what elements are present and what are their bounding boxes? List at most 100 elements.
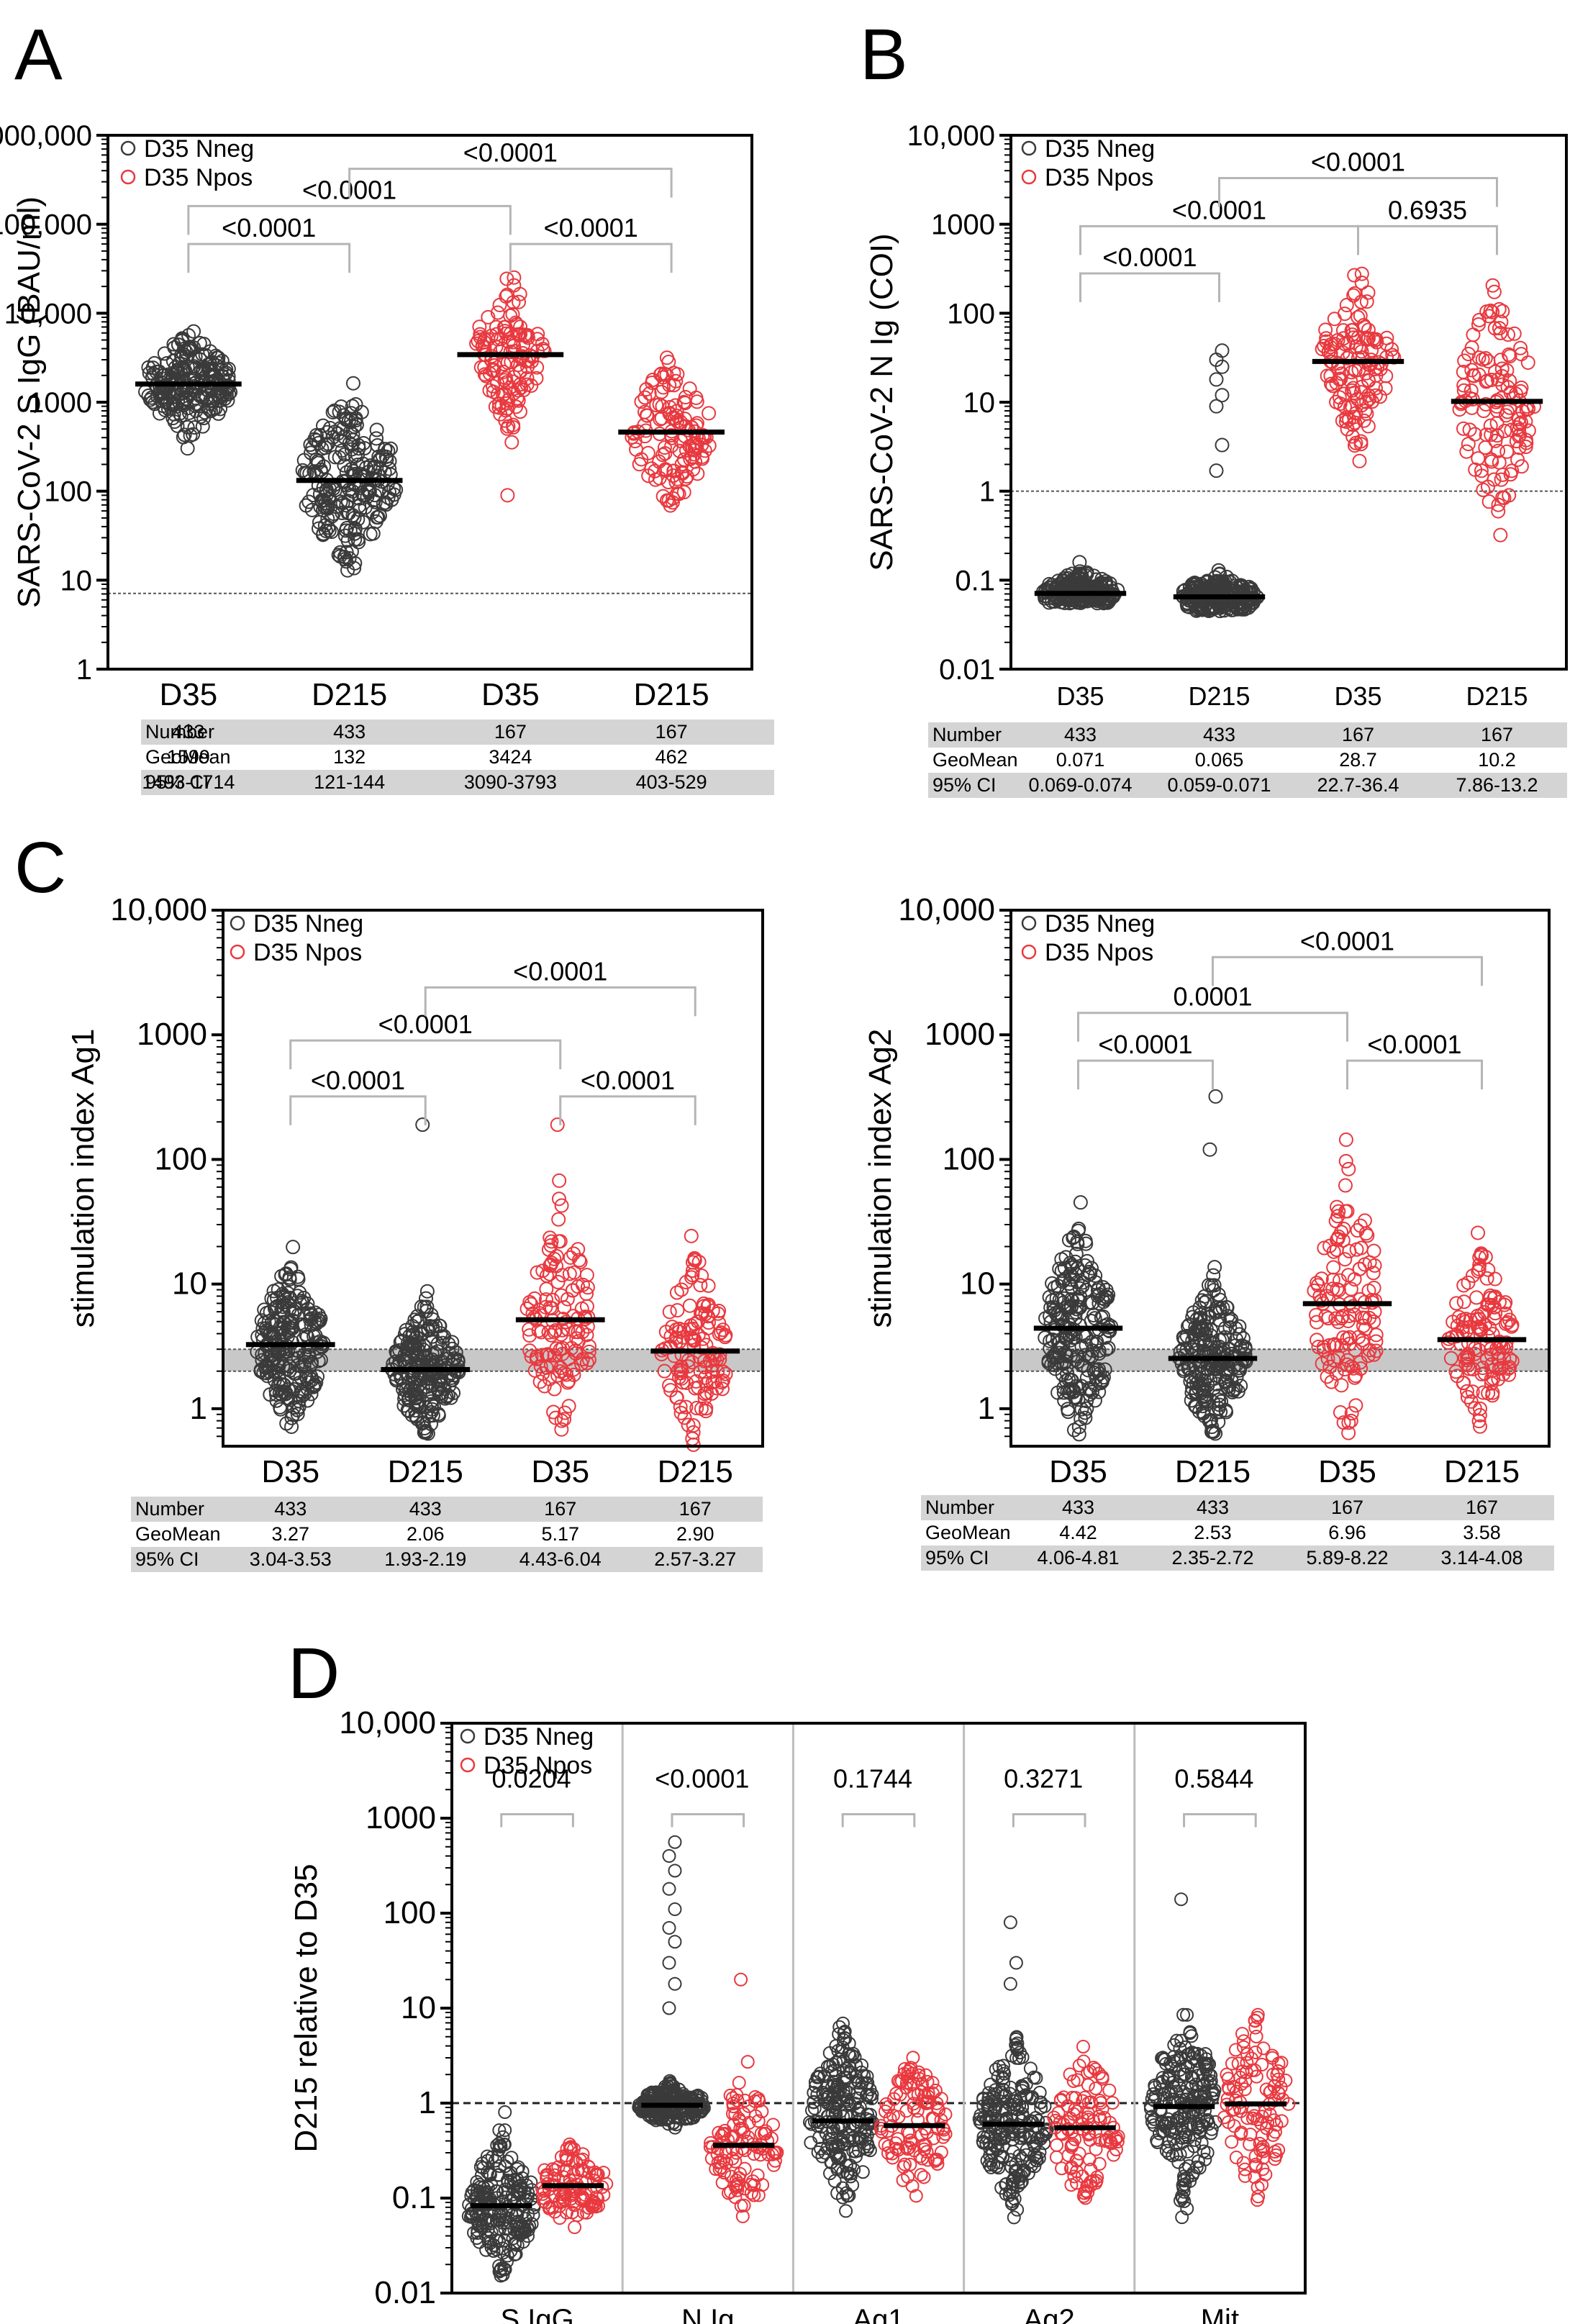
data-point [718, 1366, 733, 1381]
data-point [175, 331, 190, 346]
significance-bracket [289, 1039, 562, 1070]
data-point [670, 1303, 685, 1318]
data-point [1462, 1320, 1477, 1335]
data-point [158, 394, 173, 409]
data-point [1060, 1384, 1075, 1399]
data-point [666, 468, 681, 483]
data-point [1074, 1379, 1089, 1394]
table-row-label: Number [925, 1497, 994, 1518]
p-value-label: <0.0001 [1311, 147, 1405, 177]
table-row-label: Number [145, 721, 214, 743]
data-point [654, 384, 669, 399]
table-row-stripe [928, 722, 1567, 748]
data-point [511, 2225, 525, 2239]
data-point [1332, 390, 1347, 405]
data-point [1512, 412, 1527, 427]
data-point [668, 1864, 682, 1878]
data-point [1499, 404, 1515, 419]
data-point [1467, 427, 1482, 442]
data-point [543, 1358, 558, 1373]
data-point [481, 2223, 495, 2237]
group-3 [1437, 1225, 1527, 1434]
x-tick-label: Ag2 [1024, 2304, 1075, 2324]
nneg-points [972, 1915, 1054, 2225]
y-tick-label: 1 [979, 476, 995, 508]
data-point [561, 1374, 576, 1389]
significance-bracket [1357, 224, 1498, 255]
data-point [493, 407, 508, 422]
data-point [502, 2167, 517, 2182]
group-2 [515, 1117, 605, 1437]
significance-bracket [500, 1813, 574, 1828]
table-cell: 167 [1331, 1497, 1363, 1518]
data-point [1379, 330, 1394, 345]
data-point [1361, 373, 1376, 389]
data-point [1088, 1275, 1103, 1290]
data-point [292, 1285, 307, 1300]
table-cell: 433 [274, 1498, 307, 1520]
data-point [290, 1269, 305, 1284]
data-point [296, 453, 312, 468]
data-point [415, 1117, 430, 1133]
data-point [510, 2238, 525, 2253]
data-point [685, 1268, 700, 1283]
legend-marker-nneg [120, 140, 136, 156]
data-point [1344, 1406, 1359, 1421]
p-value-label: <0.0001 [581, 1066, 675, 1095]
data-point [1007, 2210, 1021, 2225]
npos-points [1047, 2039, 1125, 2205]
y-tick-label: 10 [172, 1266, 207, 1302]
data-point [1487, 1271, 1502, 1286]
npos-points [873, 2051, 953, 2203]
table-row-label: Number [932, 724, 1002, 745]
npos-points [703, 1972, 784, 2223]
data-point [1099, 1342, 1114, 1357]
data-point [668, 1835, 682, 1849]
table-cell: 3090-3793 [464, 771, 557, 793]
data-point [441, 1345, 456, 1361]
data-point [503, 345, 518, 360]
data-point [285, 1306, 300, 1321]
data-point [170, 418, 185, 433]
data-point [1318, 1309, 1333, 1324]
table-row-stripe [921, 1495, 1554, 1520]
x-tick-label: D35 [160, 677, 218, 712]
data-point [432, 1377, 448, 1392]
data-point [702, 438, 717, 453]
data-point [1206, 1268, 1221, 1283]
data-point [1051, 1305, 1066, 1320]
data-point [1209, 399, 1224, 414]
group-3 [618, 350, 725, 513]
data-point [537, 343, 552, 358]
group-3 [1451, 278, 1543, 543]
data-point [1513, 383, 1528, 399]
data-point [679, 469, 694, 484]
table-cell: 3.58 [1463, 1522, 1501, 1543]
data-point [1495, 304, 1510, 319]
table-cell: 1599 [167, 746, 210, 768]
group-0 [135, 324, 242, 456]
data-point [520, 330, 535, 345]
data-point [1203, 1373, 1218, 1388]
data-point [544, 1234, 559, 1249]
data-point [1215, 437, 1230, 453]
p-value-label: 0.3271 [1004, 1764, 1083, 1793]
data-point [470, 2175, 484, 2189]
significance-bracket [1212, 956, 1483, 986]
data-point [917, 2170, 931, 2184]
y-tick-label: 1 [978, 1391, 995, 1426]
p-value-label: <0.0001 [463, 138, 558, 168]
data-point [1195, 1384, 1210, 1399]
data-point [1089, 1334, 1104, 1349]
data-point [1333, 1405, 1348, 1420]
p-value-label: <0.0001 [1098, 1030, 1192, 1059]
data-point [419, 1291, 434, 1306]
y-axis-label: stimulation index Ag1 [65, 1029, 101, 1328]
data-point [186, 324, 201, 339]
data-point [1483, 1290, 1498, 1305]
data-point [476, 335, 491, 350]
data-point [1241, 600, 1256, 615]
